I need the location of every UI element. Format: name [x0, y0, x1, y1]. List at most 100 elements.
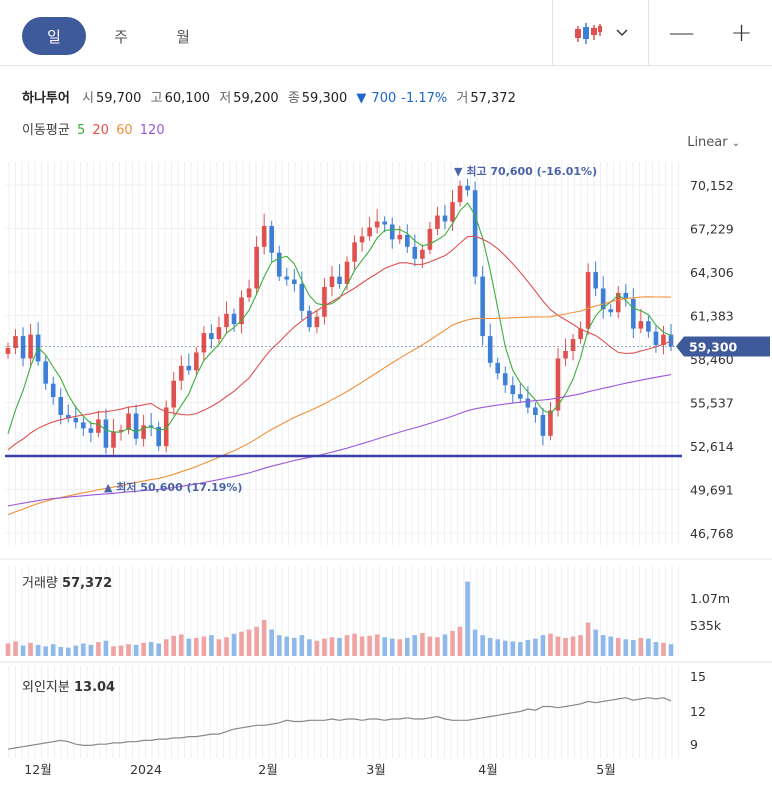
candle-body [495, 362, 501, 374]
candle-body [623, 292, 629, 299]
candle-body [510, 385, 516, 395]
volume-bar [322, 638, 327, 656]
candle-body [472, 190, 478, 277]
ma60-line [7, 296, 672, 516]
candle-body [344, 261, 350, 284]
candle-body [367, 227, 372, 237]
candlestick-icon [574, 23, 602, 44]
volume-bar [638, 637, 644, 656]
volume-bar [623, 639, 629, 656]
tab-week[interactable]: 주 [114, 27, 128, 46]
volume-bar [269, 629, 274, 656]
zoom-in-button[interactable]: + [730, 18, 753, 48]
volume-bar [118, 645, 124, 656]
chart-type-selector[interactable] [552, 0, 648, 66]
candle-body [239, 297, 244, 325]
volume-bar [291, 637, 297, 656]
candle-body [653, 331, 659, 346]
candle-body [518, 394, 523, 399]
candle-body [269, 225, 274, 253]
volume-bar [111, 646, 116, 656]
volume-bar [209, 635, 214, 656]
candle-body [276, 252, 282, 277]
candle-body [487, 336, 493, 363]
candle-body [111, 431, 116, 448]
volume-bar [254, 626, 259, 656]
candle-body [374, 221, 380, 228]
volume-bar [5, 643, 11, 656]
candle-body [668, 334, 674, 347]
change-percent: -1.17% [401, 91, 448, 106]
foreign-axis-tick: 12 [690, 704, 706, 719]
candle-body [284, 276, 290, 280]
x-axis-label: 5월 [596, 762, 615, 777]
volume-bar [668, 644, 674, 656]
volume-pane-title: 거래량 [22, 576, 58, 591]
volume-bar [103, 640, 109, 656]
moving-average-legend[interactable]: 이동평균 5 20 60 120 [22, 119, 168, 138]
ma120-line [7, 374, 672, 507]
volume-bar [194, 637, 199, 656]
candle-body [615, 292, 621, 313]
candle-body [141, 425, 146, 439]
price-axis-tick: 64,306 [690, 265, 734, 280]
volume-bar [450, 630, 455, 656]
foreign-pane-value: 13.04 [73, 680, 116, 695]
ma-legend-label: 이동평균 [22, 123, 70, 138]
candle-body [103, 419, 109, 448]
volume-bar [427, 636, 433, 656]
low-label: 저 [219, 91, 232, 106]
current-price-tag [676, 336, 770, 357]
tab-day[interactable]: 일 [22, 17, 86, 55]
candle-body [133, 413, 139, 439]
ma5-line [7, 202, 672, 434]
tab-month[interactable]: 월 [176, 27, 190, 46]
low-value: 59,200 [233, 91, 279, 106]
volume-bar [585, 622, 591, 656]
volume-label: 거 [456, 91, 469, 106]
candle-body [465, 185, 470, 191]
candle-body [261, 225, 267, 247]
chart-toolbar: 일 주 월 — + [0, 0, 772, 66]
x-axis-label: 12월 [24, 762, 51, 777]
foreign-ownership-line [7, 697, 672, 750]
candle-body [163, 407, 169, 447]
zoom-out-button[interactable]: — [668, 18, 695, 48]
volume-bar [533, 638, 538, 656]
volume-bar [126, 644, 131, 656]
candle-body [73, 417, 79, 423]
volume-bar [615, 637, 621, 656]
volume-bar [96, 642, 101, 656]
candle-body [307, 310, 312, 328]
candle-body [661, 334, 666, 346]
candle-body [65, 414, 71, 418]
volume-bar [555, 636, 561, 656]
ma20-line [7, 235, 672, 451]
candle-body [58, 397, 64, 415]
volume-bar [518, 642, 523, 656]
candle-body [638, 321, 644, 329]
candle-body [299, 283, 305, 311]
candle-body [171, 380, 177, 408]
candle-body [435, 215, 440, 229]
open-label: 시 [81, 91, 94, 106]
candle-body [43, 361, 48, 384]
volume-bar [20, 645, 26, 656]
candle-body [50, 383, 56, 398]
volume-bar [276, 635, 282, 656]
candle-body [246, 288, 252, 298]
x-axis-label: 2월 [258, 762, 277, 777]
high-annotation: ▼ 최고 70,600 (-16.01%) [454, 164, 597, 178]
chevron-down-icon[interactable] [616, 29, 628, 37]
volume-value: 57,372 [470, 91, 516, 106]
volume-bar [133, 644, 139, 656]
volume-bar [65, 647, 71, 656]
volume-bar [563, 637, 568, 656]
candle-body [314, 316, 320, 328]
foreign-pane-label: 외인지분 13.04 [22, 676, 115, 695]
close-label: 종 [287, 91, 300, 106]
volume-bar [13, 641, 18, 656]
volume-bar [593, 629, 598, 656]
scale-mode-selector[interactable]: Linear ⌄ [687, 135, 740, 150]
